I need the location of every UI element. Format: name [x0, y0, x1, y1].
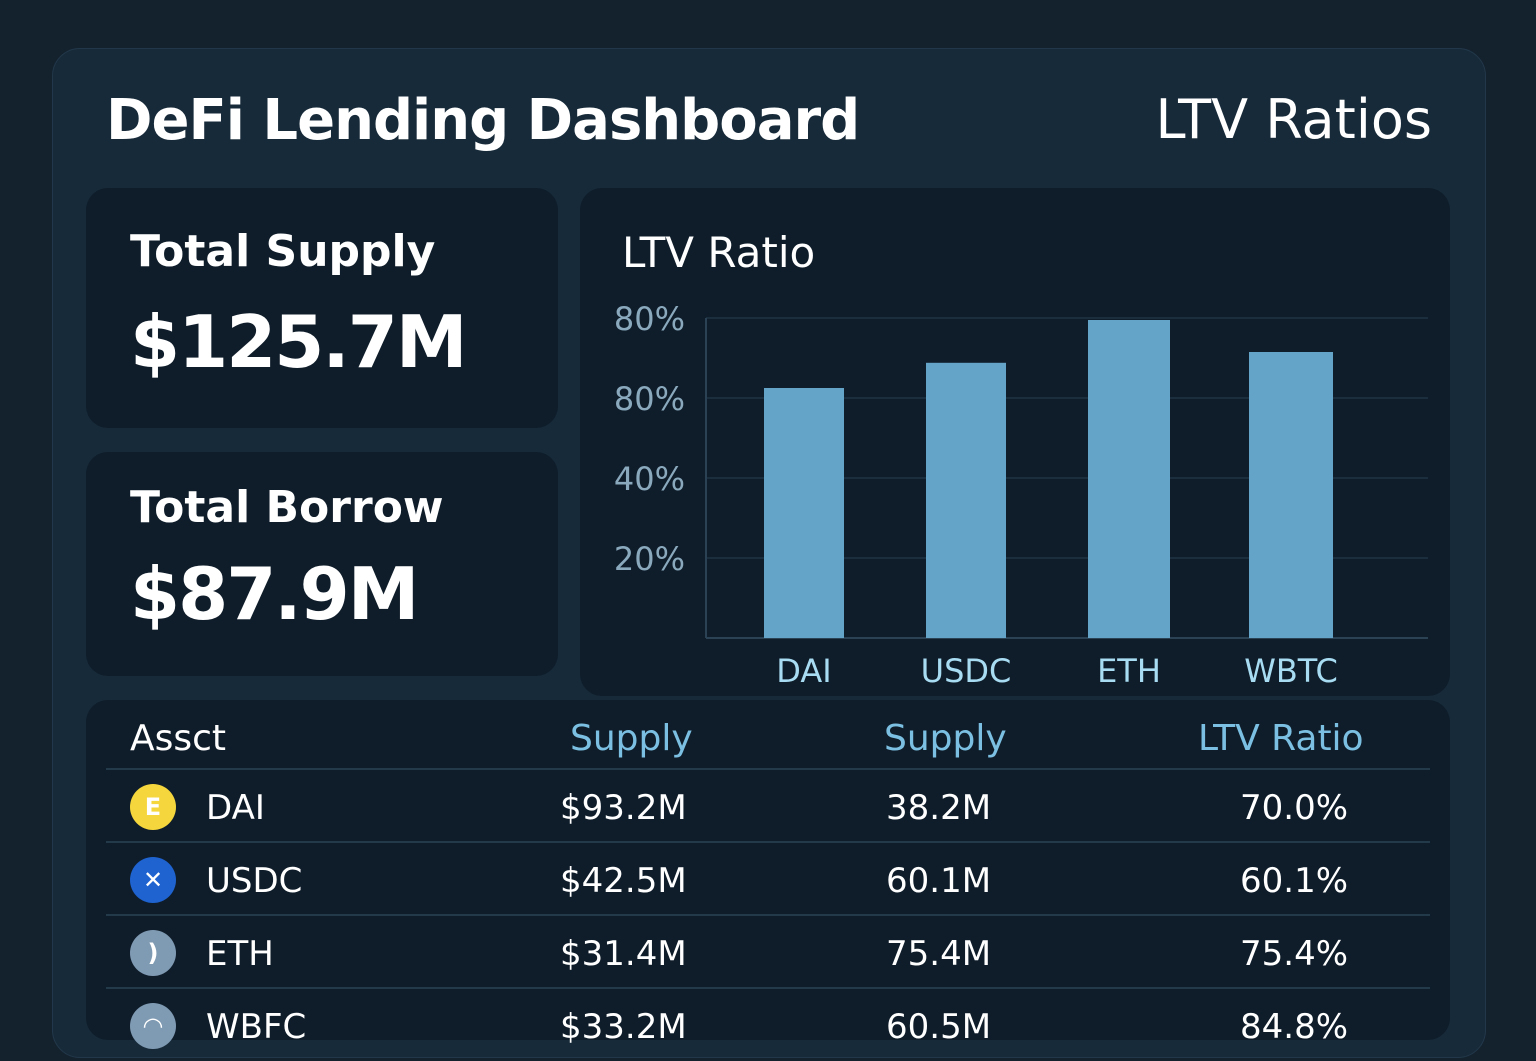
bar-wbtc: [1249, 352, 1333, 638]
supply-value: $42.5M: [560, 861, 687, 901]
ltv-value: 60.1%: [1240, 861, 1349, 901]
x-tick-label: WBTC: [1244, 652, 1338, 690]
total-supply-card: Total Supply $125.7M: [86, 188, 558, 428]
usdc-coin-icon: ✕: [130, 857, 176, 903]
asset-name: WBFC: [206, 1007, 307, 1047]
dai-coin-icon: E: [130, 784, 176, 830]
x-tick-label: DAI: [776, 652, 831, 690]
asset-name: ETH: [206, 934, 274, 974]
ltv-chart-card: LTV Ratio 20% 40% 80% 80% DAI USDC ETH WBTC: [580, 188, 1450, 696]
table-row[interactable]: ✕ USDC $42.5M 60.1M 60.1%: [106, 841, 1430, 915]
card-value: $87.9M: [130, 552, 419, 636]
ltv-value: 75.4%: [1240, 934, 1349, 974]
x-tick-label: USDC: [921, 652, 1012, 690]
header-ltv: LTV Ratio: [1198, 718, 1364, 759]
card-value: $125.7M: [130, 300, 467, 384]
header-supply: Supply: [570, 718, 693, 759]
ltv-value: 84.8%: [1240, 1007, 1349, 1047]
supply2-value: 60.1M: [886, 861, 992, 901]
card-label: Total Supply: [130, 226, 436, 277]
header-asset: Assct: [130, 718, 227, 759]
bar-usdc: [926, 362, 1006, 638]
y-tick-label: 80%: [614, 380, 685, 418]
y-tick-label: 80%: [614, 300, 685, 338]
section-title: LTV Ratios: [1155, 88, 1432, 151]
asset-name: DAI: [206, 788, 265, 828]
x-tick-label: ETH: [1097, 652, 1161, 690]
supply2-value: 60.5M: [886, 1007, 992, 1047]
ltv-value: 70.0%: [1240, 788, 1349, 828]
table-row[interactable]: ) ETH $31.4M 75.4M 75.4%: [106, 914, 1430, 988]
bar-eth: [1088, 320, 1170, 638]
supply-value: $31.4M: [560, 934, 687, 974]
total-borrow-card: Total Borrow $87.9M: [86, 452, 558, 676]
supply2-value: 38.2M: [886, 788, 992, 828]
header-supply-2: Supply: [884, 718, 1007, 759]
chart-title: LTV Ratio: [622, 228, 816, 277]
y-tick-label: 20%: [614, 540, 685, 578]
page-title: DeFi Lending Dashboard: [106, 88, 860, 153]
supply2-value: 75.4M: [886, 934, 992, 974]
table-row[interactable]: ◠ WBFC $33.2M 60.5M 84.8%: [106, 987, 1430, 1061]
wbtc-coin-icon: ◠: [130, 1003, 176, 1049]
bar-dai: [764, 388, 844, 638]
assets-table: Assct Supply Supply LTV Ratio E DAI $93.…: [86, 700, 1450, 1049]
card-label: Total Borrow: [130, 482, 444, 533]
supply-value: $33.2M: [560, 1007, 687, 1047]
table-row[interactable]: E DAI $93.2M 38.2M 70.0%: [106, 768, 1430, 842]
asset-name: USDC: [206, 861, 303, 901]
supply-value: $93.2M: [560, 788, 687, 828]
ltv-bar-chart: 20% 40% 80% 80% DAI USDC ETH WBTC: [614, 300, 1428, 690]
y-tick-label: 40%: [614, 460, 685, 498]
eth-coin-icon: ): [130, 930, 176, 976]
